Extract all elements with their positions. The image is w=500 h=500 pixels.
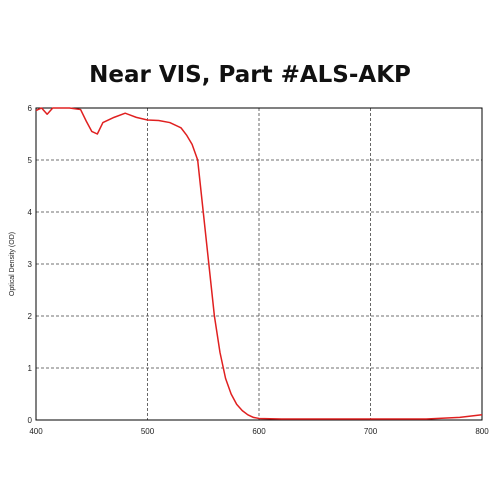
y-axis-label: Optical Density (OD) (9, 232, 16, 296)
y-tick-label: 1 (28, 364, 33, 373)
y-tick-label: 3 (28, 260, 33, 269)
y-tick-label: 6 (28, 104, 33, 113)
y-tick-label: 2 (28, 312, 33, 321)
y-tick-label: 4 (28, 208, 33, 217)
grid (36, 108, 482, 420)
x-tick-label: 700 (364, 427, 378, 436)
x-tick-label: 400 (29, 427, 43, 436)
x-tick-labels: 400 500 600 700 800 (29, 427, 489, 436)
y-tick-label: 0 (28, 416, 33, 425)
y-tick-labels: 0 1 2 3 4 5 6 (28, 104, 33, 425)
x-tick-label: 600 (252, 427, 266, 436)
chart-title: Near VIS, Part #ALS-AKP (89, 62, 411, 88)
y-tick-label: 5 (28, 156, 33, 165)
series-line-od (35, 107, 483, 420)
x-tick-label: 500 (141, 427, 155, 436)
plot-frame (35, 107, 483, 421)
x-tick-label: 800 (475, 427, 489, 436)
